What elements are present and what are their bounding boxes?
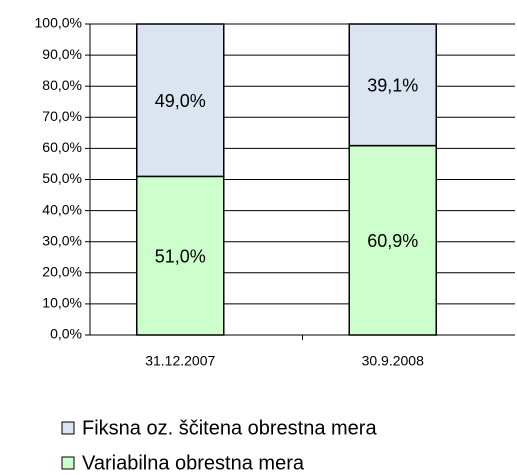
bar-segment bbox=[136, 23, 225, 178]
value-label: 60,9% bbox=[367, 231, 418, 251]
y-tick-label: 90,0% bbox=[42, 46, 82, 62]
y-tick-label: 60,0% bbox=[42, 139, 82, 155]
y-tick-label: 80,0% bbox=[42, 77, 82, 93]
value-label: 49,0% bbox=[155, 91, 206, 111]
legend-label: Fiksna oz. ščitena obrestna mera bbox=[82, 417, 377, 439]
value-label: 51,0% bbox=[155, 246, 206, 266]
x-tick-label: 30.9.2008 bbox=[362, 353, 424, 369]
y-tick-label: 50,0% bbox=[42, 170, 82, 186]
y-tick-label: 10,0% bbox=[42, 295, 82, 311]
y-tick-label: 70,0% bbox=[42, 108, 82, 124]
legend-swatch bbox=[61, 421, 75, 435]
y-tick-label: 30,0% bbox=[42, 232, 82, 248]
legend-label: Variabilna obrestna mera bbox=[82, 452, 305, 474]
y-tick-label: 100,0% bbox=[35, 15, 82, 31]
x-tick-label: 31.12.2007 bbox=[145, 353, 215, 369]
y-tick-label: 20,0% bbox=[42, 264, 82, 280]
y-tick-label: 40,0% bbox=[42, 201, 82, 217]
legend-swatch bbox=[61, 456, 75, 470]
bar-segment bbox=[348, 23, 437, 147]
y-tick-label: 0,0% bbox=[50, 326, 82, 342]
bar-segment bbox=[136, 175, 225, 336]
value-label: 39,1% bbox=[367, 76, 418, 96]
